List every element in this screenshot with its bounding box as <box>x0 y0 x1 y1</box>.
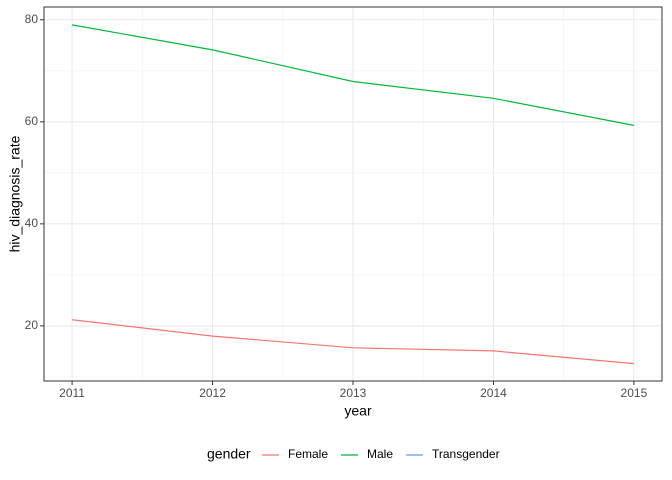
line <box>72 319 634 365</box>
x-tick-label: 2015 <box>621 386 648 400</box>
y-tick-label: 40 <box>25 216 39 230</box>
x-tick-label: 2011 <box>59 386 85 400</box>
panel-border <box>43 6 663 382</box>
legend-title: gender <box>207 446 251 462</box>
legend-label: Male <box>367 447 393 461</box>
legend-label: Transgender <box>432 447 500 461</box>
x-axis-label: year <box>344 403 372 419</box>
x-tick-label: 2014 <box>480 386 507 400</box>
y-tick-label: 60 <box>25 114 39 128</box>
y-tick-label: 20 <box>25 318 39 332</box>
x-tick-label: 2012 <box>199 386 226 400</box>
legend-label: Female <box>288 447 328 461</box>
y-axis-label: hiv_diagnosis_rate <box>7 135 23 252</box>
line <box>71 24 635 126</box>
y-tick-label: 80 <box>25 12 39 26</box>
x-tick-label: 2013 <box>340 386 367 400</box>
